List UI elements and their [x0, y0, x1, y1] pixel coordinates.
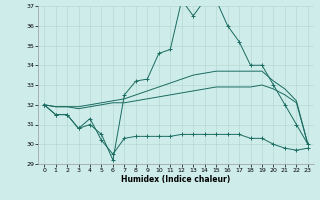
X-axis label: Humidex (Indice chaleur): Humidex (Indice chaleur)	[121, 175, 231, 184]
